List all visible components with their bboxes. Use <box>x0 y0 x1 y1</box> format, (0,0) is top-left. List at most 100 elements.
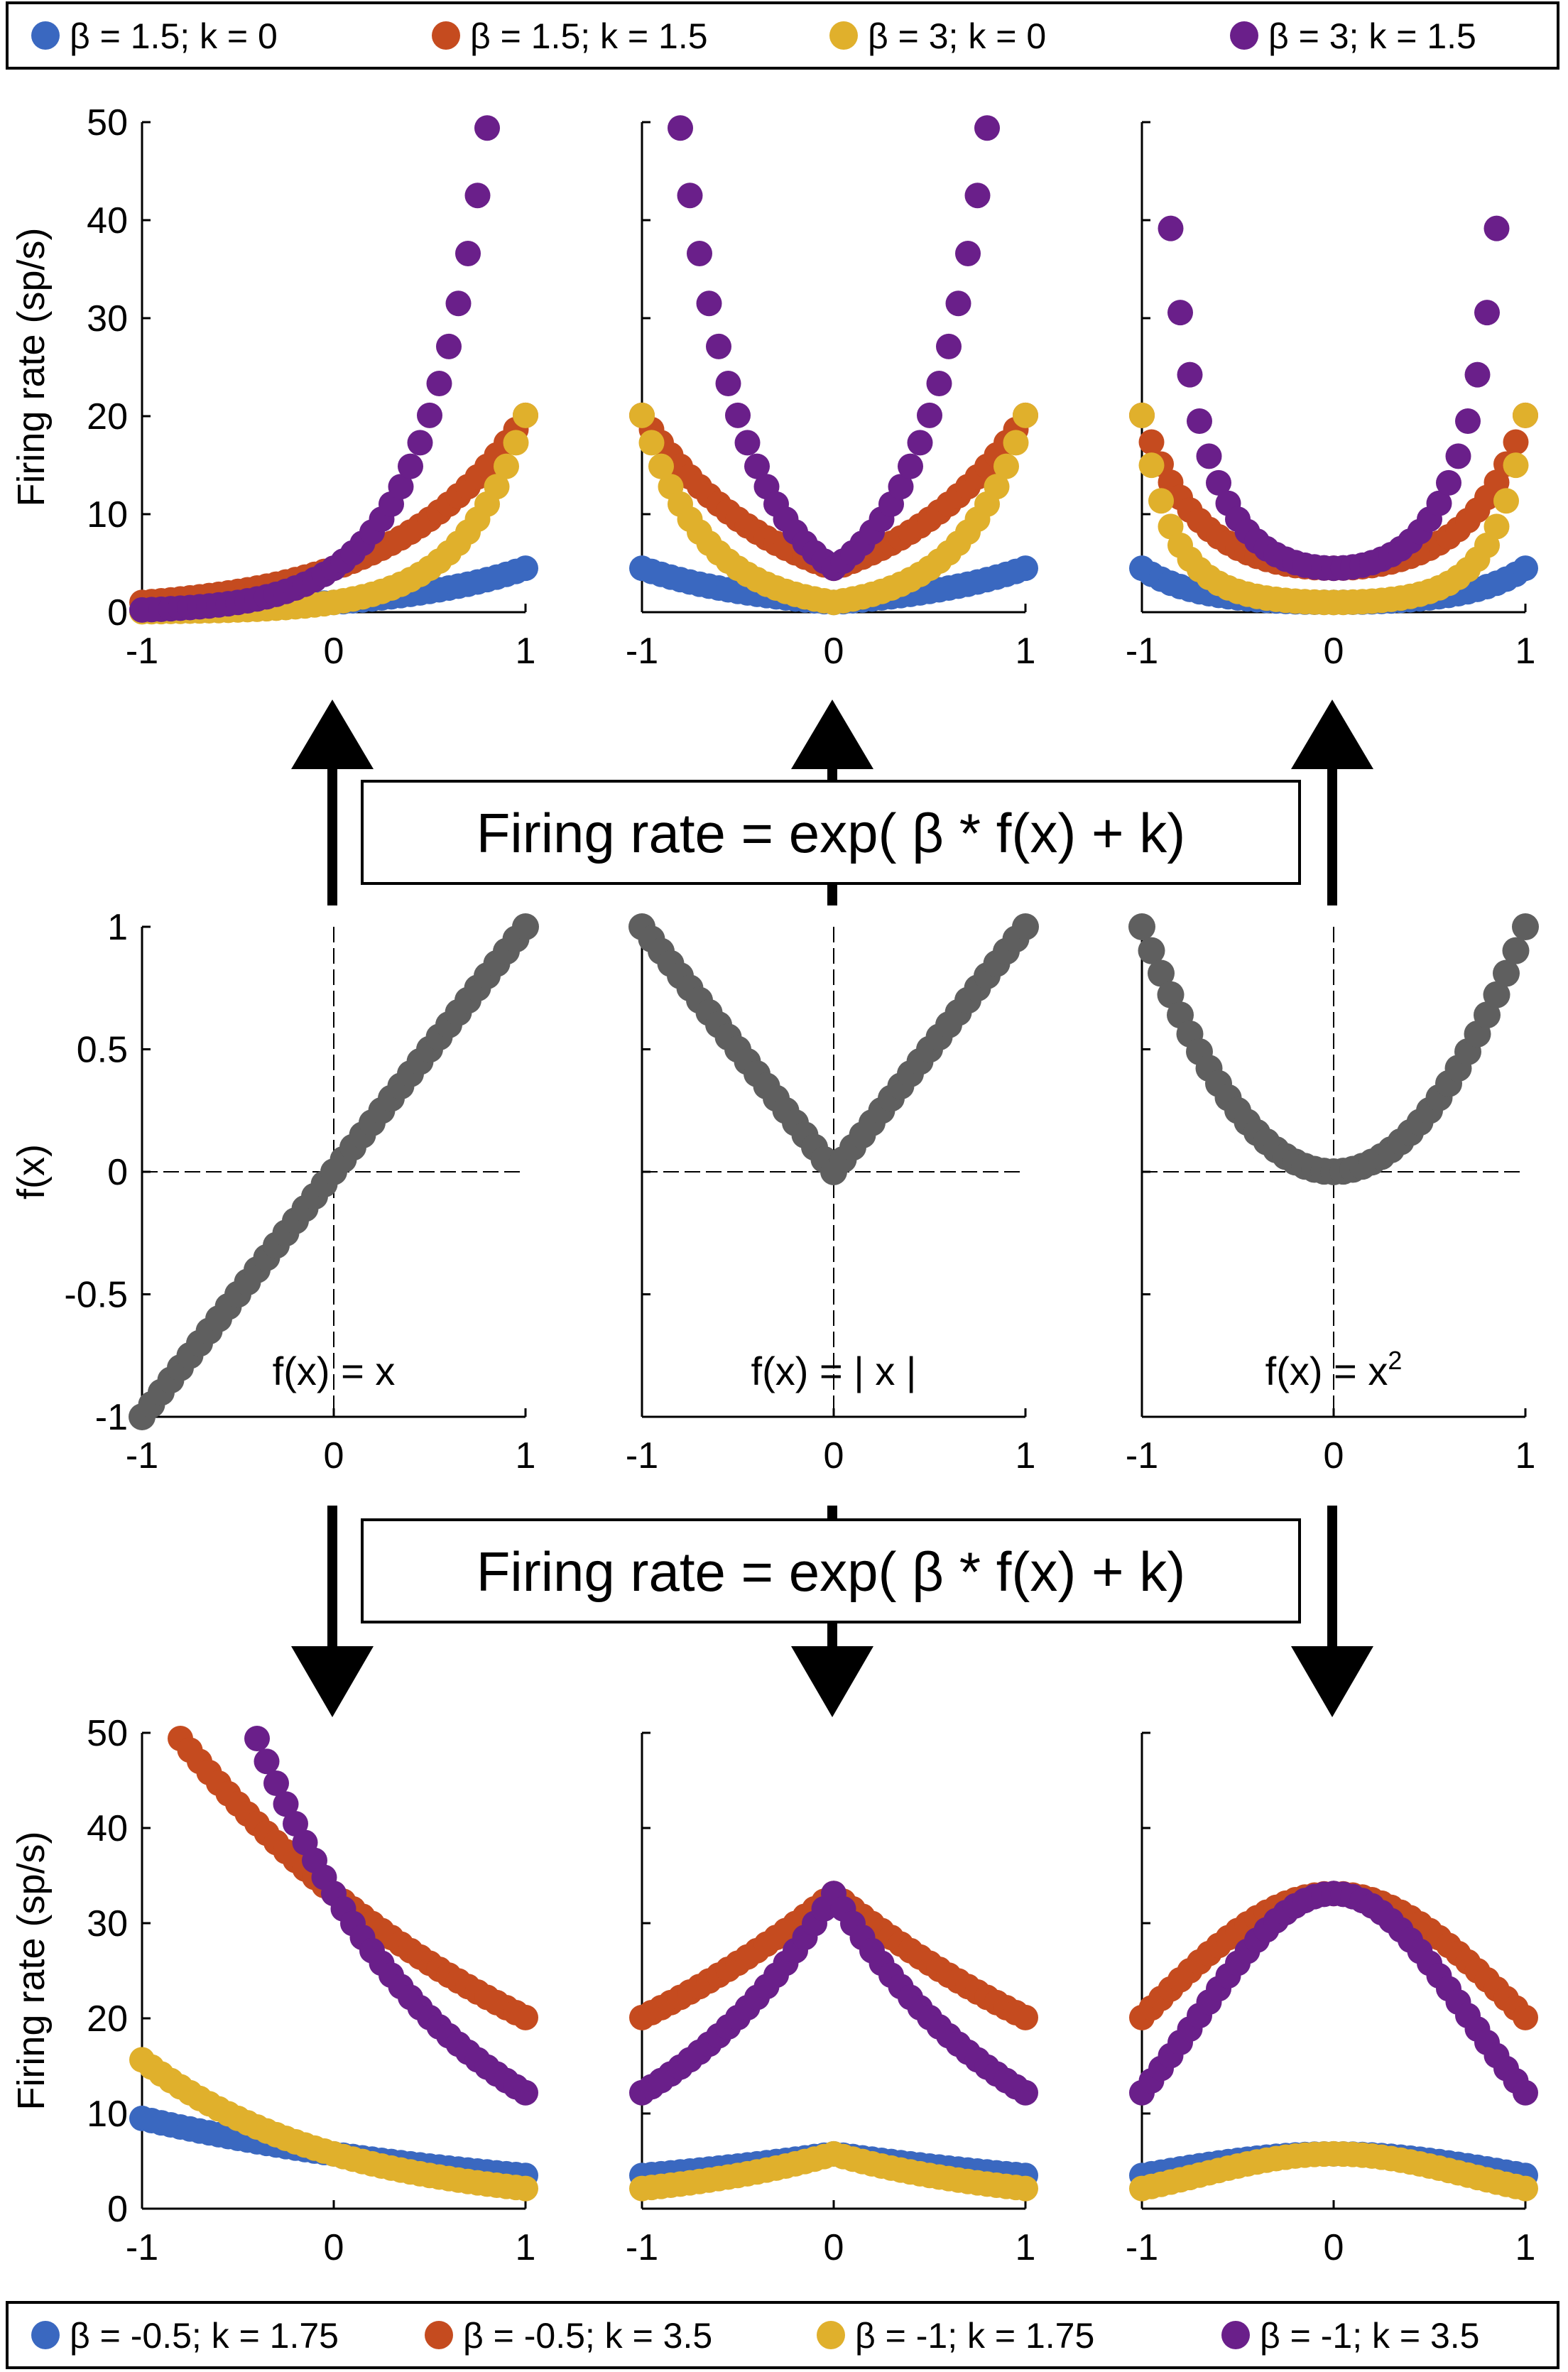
top-panel-2-series-4-point <box>734 430 761 456</box>
middle-panel-1-x-tick-label-1: 0 <box>324 1435 344 1476</box>
top-panel-2-series-4-point <box>677 183 703 209</box>
bottom-y-tick-label-5: 50 <box>87 1713 128 1754</box>
top-panel-2-series-4-point <box>888 474 914 500</box>
top-panel-3-series-4-point <box>1474 300 1500 326</box>
top-panel-3-series-3-point <box>1474 532 1500 558</box>
top-panel-2-x-tick-label-0: -1 <box>626 631 658 672</box>
top-panel-3-series-3-point <box>1493 488 1519 514</box>
top-panel-3-series-4-point <box>1187 408 1212 435</box>
top-panel-2-series-4-point <box>898 453 923 479</box>
middle-y-axis-label: f(x) <box>10 1144 53 1199</box>
top-y-tick-label-4: 40 <box>87 200 128 241</box>
bottom-panel-3-series-4-point <box>1513 2079 1538 2106</box>
legend-bottom: β = -0.5; k = 1.75 β = -0.5; k = 3.5 β =… <box>6 2301 1559 2369</box>
top-panel-3-series-3-point <box>1129 402 1155 428</box>
top-panel-2-series-1-point <box>1013 555 1038 582</box>
legend-top-label-2: β = 1.5; k = 1.5 <box>470 16 708 56</box>
equation-upper-box: Firing rate = exp( β * f(x) + k) <box>361 780 1301 885</box>
top-panel-1-x-tick-label-0: -1 <box>126 631 158 672</box>
top-panel-3-series-4-point <box>1445 443 1471 469</box>
bottom-panel-1-x-tick-label-1: 0 <box>324 2227 344 2268</box>
legend-bottom-label-3: β = -1; k = 1.75 <box>855 2316 1094 2356</box>
arrow-down-head-1 <box>291 1646 374 1717</box>
top-panel-2-series-4-point <box>945 290 971 317</box>
top-panel-2-series-4-point <box>706 333 731 359</box>
top-panel-1-x-tick-label-1: 0 <box>324 631 344 672</box>
top-panel-1-series-3-point <box>494 453 519 479</box>
middle-y-tick-label-4: 1 <box>107 907 128 948</box>
top-panel-2-series-3-point <box>629 402 655 428</box>
top-panel-3-series-3 <box>1129 402 1538 616</box>
arrow-up-head-3 <box>1291 700 1373 769</box>
top-y-tick-label-1: 10 <box>87 494 128 535</box>
top-panel-1-series-4 <box>129 115 500 623</box>
bottom-panel-2-series-4 <box>629 1881 1038 2106</box>
bottom-y-tick-label-3: 30 <box>87 1903 128 1944</box>
bottom-panel-3-x-tick-label-2: 1 <box>1515 2227 1536 2268</box>
equation-lower-box: Firing rate = exp( β * f(x) + k) <box>361 1518 1301 1623</box>
bottom-panel-2-x-tick-label-0: -1 <box>626 2227 658 2268</box>
top-panel-3-series-4-point <box>1177 361 1203 388</box>
top-panel-3-series-4-point <box>1436 469 1461 496</box>
top-panel-2-series-3-point <box>984 474 1010 500</box>
bottom-panel-2-series-2-point <box>1013 2004 1038 2030</box>
legend-top-label-4: β = 3; k = 1.5 <box>1268 16 1476 56</box>
middle-panel-3-point <box>1148 959 1175 987</box>
middle-panel-1-x-tick-label-2: 1 <box>516 1435 536 1476</box>
legend-top: β = 1.5; k = 0 β = 1.5; k = 1.5 β = 3; k… <box>6 1 1559 70</box>
arrow-down-head-2 <box>791 1646 873 1717</box>
top-panel-3-series-2-point <box>1503 429 1529 455</box>
middle-panel-2-x-tick-label-0: -1 <box>626 1435 658 1476</box>
legend-top-marker-3 <box>829 21 858 50</box>
top-panel-3-series-1-point <box>1513 555 1538 582</box>
top-panel-2-series-4-point <box>926 370 952 396</box>
middle-panel-1-x-tick-label-0: -1 <box>126 1435 158 1476</box>
bottom-y-axis-label: Firing rate (sp/s) <box>10 1831 53 2110</box>
equation-lower-frame <box>361 1518 1301 1623</box>
middle-panel-3-x-tick-label-1: 0 <box>1324 1435 1344 1476</box>
bottom-panel-2-series-3-point <box>1013 2175 1038 2202</box>
top-panel-2-series-4-point <box>696 290 722 317</box>
top-y-tick-label-3: 30 <box>87 298 128 339</box>
top-panel-2-series-4-point <box>715 370 741 396</box>
middle-panel-3-point <box>1474 1001 1501 1029</box>
top-panel-2-series-3-point <box>993 453 1019 479</box>
top-panel-1-series-3-point <box>503 430 529 456</box>
top-panel-2-series-4-point <box>725 402 751 428</box>
bottom-panel-1-series-4-point <box>283 1811 308 1837</box>
top-panel-3-series-3-point <box>1148 488 1174 514</box>
arrows-down <box>291 1506 1373 1717</box>
top-panel-2-series-3 <box>629 402 1038 616</box>
arrow-down-head-3 <box>1291 1646 1373 1717</box>
middle-panel-3-point <box>1128 913 1155 940</box>
legend-bottom-marker-4 <box>1221 2321 1250 2349</box>
top-panel-3-x-tick-label-1: 0 <box>1324 631 1344 672</box>
bottom-panel-1-series-4-point <box>254 1748 280 1775</box>
top-panel-2-series-4-point <box>917 402 942 428</box>
middle-panel-2-function-label: f(x) = | x | <box>751 1349 917 1393</box>
bottom-panel-2-series-3 <box>629 2140 1038 2202</box>
top-panel-1-series-3-point <box>484 474 510 500</box>
top-panel-1-series-4-point <box>426 370 452 396</box>
bottom-panel-3-series-4 <box>1129 1881 1538 2106</box>
bottom-panel-1-series-3 <box>129 2047 538 2202</box>
top-panel-3-series-4 <box>1158 215 1510 582</box>
top-panel-3-series-4-point <box>1167 300 1193 326</box>
top-panel-1-series-4-point <box>474 115 500 141</box>
top-y-axis-label: Firing rate (sp/s) <box>10 227 53 506</box>
bottom-panel-1-x-tick-label-2: 1 <box>516 2227 536 2268</box>
arrow-up-head-2 <box>791 700 873 769</box>
bottom-panel-2-series-4-point <box>1013 2079 1038 2106</box>
top-panel-1-x-tick-label-2: 1 <box>516 631 536 672</box>
top-panel-2-series-3-point <box>1013 402 1038 428</box>
top-panel-2-series-4-point <box>964 183 991 209</box>
bottom-panel-2-x-tick-label-2: 1 <box>1016 2227 1036 2268</box>
bottom-panel-3-series-2-point <box>1513 2004 1538 2030</box>
top-panel-1-series-4-point <box>388 474 414 500</box>
legend-bottom-label-4: β = -1; k = 3.5 <box>1260 2316 1479 2356</box>
top-y-tick-label-5: 50 <box>87 102 128 143</box>
bottom-panel-3-series-3-point <box>1513 2175 1538 2202</box>
top-panel-2-x-tick-label-2: 1 <box>1016 631 1036 672</box>
